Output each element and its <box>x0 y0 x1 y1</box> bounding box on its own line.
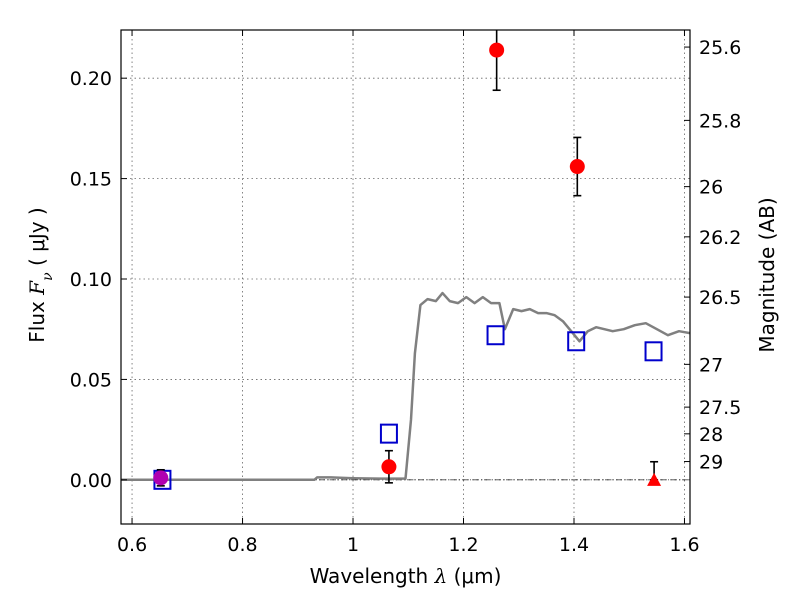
y2-tick-label: 25.6 <box>699 37 741 59</box>
y2-axis-label: Magnitude (AB) <box>755 197 779 352</box>
y2-tick-label: 28 <box>699 424 723 446</box>
y2-tick-label: 26 <box>699 177 723 199</box>
y-axis-label-unit: ( μJy ) <box>25 207 49 272</box>
x-tick-label: 1.6 <box>669 534 699 556</box>
plot-area <box>121 30 690 490</box>
model-photometry-square <box>486 325 505 346</box>
observed-flux-point <box>153 470 169 486</box>
y2-tick-label: 27.5 <box>699 397 741 419</box>
grid <box>121 30 690 524</box>
model-photometry-square <box>379 423 398 444</box>
x-tick-label: 0.8 <box>227 534 257 556</box>
observed-flux-point <box>489 42 505 58</box>
upper-limit-triangle <box>647 472 662 486</box>
y-axis-label-prefix: Flux <box>25 295 49 343</box>
observed-flux-point <box>569 159 585 175</box>
x-tick-label: 0.6 <box>117 534 147 556</box>
x-axis-label-unit: (μm) <box>447 564 501 588</box>
y-axis-label-subscript: ν <box>40 272 56 281</box>
model-sed-line <box>121 291 690 482</box>
x-tick-label: 1.2 <box>448 534 478 556</box>
x-tick-label: 1 <box>347 534 359 556</box>
plot-frame <box>120 29 691 525</box>
y-tick-label: 0.05 <box>70 369 112 391</box>
y-tick-label: 0.15 <box>70 169 112 191</box>
y-tick-label: 0.10 <box>70 269 112 291</box>
x-axis-label: Wavelength λ (μm) <box>310 564 502 588</box>
x-tick-label: 1.4 <box>559 534 589 556</box>
y2-tick-label: 27 <box>699 354 723 376</box>
y-axis-label-symbol: F <box>25 280 49 296</box>
y2-tick-label: 26.5 <box>699 287 741 309</box>
y2-tick-label: 25.8 <box>699 110 741 132</box>
y-axis-label: Flux Fν ( μJy ) <box>25 207 56 342</box>
axis-ticks: 0.6 0.8 1 1.2 1.4 1.6 0.00 0.05 0.10 0.15 0.20 25.6… <box>70 30 741 556</box>
observed-flux-point <box>381 459 397 475</box>
x-axis-label-symbol: λ <box>434 564 448 588</box>
y2-tick-label: 29 <box>699 452 723 474</box>
x-axis-label-prefix: Wavelength <box>310 564 435 588</box>
model-photometry-square <box>567 331 586 352</box>
model-photometry-square <box>644 341 663 362</box>
y2-tick-label: 26.2 <box>699 227 741 249</box>
y-tick-label: 0.20 <box>70 68 112 90</box>
y-tick-label: 0.00 <box>70 470 112 492</box>
